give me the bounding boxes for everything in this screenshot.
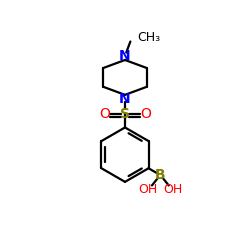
Text: CH₃: CH₃ (137, 31, 160, 44)
Text: S: S (120, 107, 130, 121)
Text: OH: OH (138, 184, 158, 196)
Text: O: O (99, 107, 110, 121)
Text: N: N (119, 49, 131, 63)
Text: B: B (155, 168, 166, 182)
Text: O: O (140, 107, 151, 121)
Text: N: N (119, 92, 131, 106)
Text: OH: OH (164, 184, 183, 196)
